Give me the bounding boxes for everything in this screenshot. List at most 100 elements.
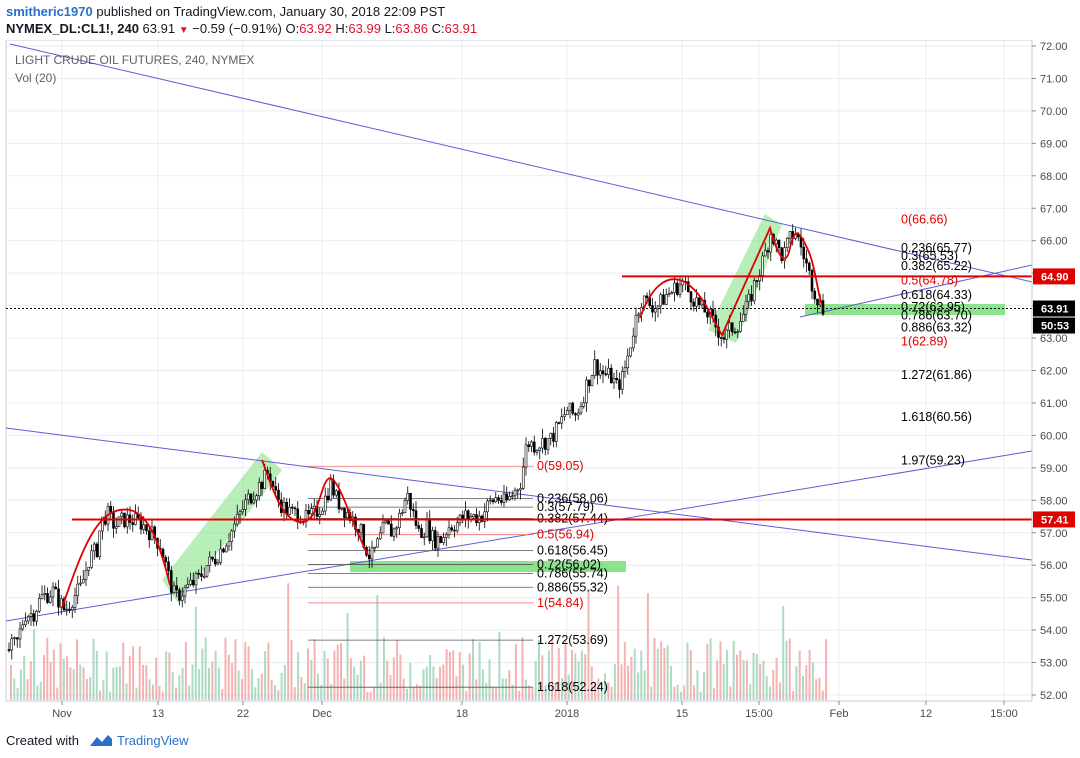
author-link[interactable]: smitheric1970 — [6, 4, 93, 19]
candle-up — [747, 293, 751, 302]
volume-bar — [435, 677, 438, 700]
candle-down — [706, 311, 709, 318]
price-chart[interactable]: 0(59.05)0.236(58.06)0.3(57.79)0.382(57.4… — [0, 40, 1080, 722]
volume-bar — [26, 679, 29, 700]
price-level-badge — [1033, 268, 1075, 285]
candle-down — [428, 519, 432, 542]
volume-bar — [795, 666, 798, 700]
price-level-badge-text: 57.41 — [1041, 514, 1069, 526]
candle-up — [593, 359, 597, 377]
candle-down — [722, 337, 726, 340]
volume-bar — [544, 684, 547, 700]
volume-bar — [49, 661, 52, 700]
candle-up — [406, 492, 410, 501]
volume-bar — [333, 650, 336, 700]
fib2-level-label: 0.886(63.32) — [901, 321, 972, 335]
volume-bar — [33, 629, 36, 700]
last-price: 63.91 — [142, 21, 176, 36]
candle-up — [384, 520, 388, 524]
pattern-curve — [261, 459, 369, 556]
volume-bar — [577, 661, 580, 700]
candle-up — [84, 570, 88, 580]
volume-bar — [792, 691, 795, 700]
volume-bar — [646, 593, 649, 700]
volume-bar — [379, 682, 382, 700]
chart-title: LIGHT CRUDE OIL FUTURES, 240, NYMEX — [15, 53, 254, 67]
candle-up — [186, 584, 190, 588]
candle-down — [260, 482, 264, 489]
volume-bar — [194, 606, 197, 700]
volume-bar — [231, 662, 234, 700]
volume-bar — [336, 644, 339, 700]
volume-bar — [699, 691, 702, 700]
candle-up — [673, 282, 676, 293]
candle-down — [686, 281, 690, 293]
candle-down — [596, 359, 599, 376]
volume-bar — [92, 638, 95, 700]
volume-bar — [13, 678, 16, 700]
volume-bar — [234, 639, 237, 700]
candle-up — [238, 511, 242, 515]
candle-down — [200, 573, 203, 577]
candle-down — [274, 486, 278, 491]
volume-bar — [538, 639, 540, 700]
candle-down — [777, 239, 781, 249]
y-tick-label: 61.00 — [1040, 398, 1068, 410]
candle-down — [139, 517, 143, 530]
volume-bar — [151, 684, 154, 700]
candle-up — [373, 546, 377, 549]
green-zones — [162, 214, 1005, 603]
y-tick-label: 52.00 — [1040, 690, 1068, 702]
candle-down — [164, 557, 168, 563]
candle-down — [557, 422, 561, 424]
candle-down — [810, 270, 814, 292]
x-tick-label: 13 — [152, 708, 164, 720]
candle-up — [483, 511, 487, 522]
candle-up — [563, 414, 566, 417]
candle-down — [766, 250, 770, 253]
candle-up — [739, 321, 742, 332]
volume-bar — [557, 648, 560, 700]
volume-bar — [818, 677, 821, 700]
fib2-level-label: 1.272(61.86) — [901, 368, 972, 382]
volume-bar — [531, 686, 534, 700]
volume-bar — [142, 664, 144, 700]
candle-up — [43, 593, 47, 595]
candle-up — [486, 500, 489, 513]
fib2-level-label: 0.5(64.78) — [901, 273, 958, 287]
fib2-level-label: 1.618(60.56) — [901, 410, 972, 424]
candle-down — [414, 510, 418, 526]
fib2-level-label: 0.618(64.33) — [901, 288, 972, 302]
candle-down — [574, 413, 577, 416]
candle-up — [378, 532, 382, 540]
candle-down — [420, 528, 423, 538]
volume-bar — [505, 678, 507, 700]
candle-down — [692, 301, 696, 307]
volume-bar — [72, 669, 75, 700]
y-tick-label: 56.00 — [1040, 560, 1068, 572]
close-label: C: — [431, 21, 445, 36]
tradingview-link[interactable]: TradingView — [117, 733, 189, 748]
y-tick-label: 66.00 — [1040, 236, 1068, 248]
candle-up — [79, 582, 82, 585]
candle-down — [689, 291, 693, 303]
pattern-curve — [639, 225, 823, 337]
candle-up — [582, 402, 586, 407]
candle-down — [249, 493, 253, 504]
candle-up — [120, 512, 124, 518]
candle-up — [202, 575, 206, 578]
candle-down — [337, 490, 341, 510]
candle-up — [90, 550, 93, 568]
candle-down — [290, 506, 294, 509]
countdown-badge — [1033, 317, 1075, 334]
volume-bar — [402, 678, 405, 700]
volume-bar — [432, 666, 435, 700]
volume-bar — [264, 651, 267, 700]
volume-bar — [10, 665, 12, 700]
volume-bar — [501, 678, 504, 700]
volume-bar — [722, 663, 725, 700]
volume-bar — [597, 678, 600, 700]
volume-bar — [811, 662, 814, 700]
volume-bar — [257, 678, 260, 700]
symbol-label[interactable]: NYMEX_DL:CL1!, 240 — [6, 21, 139, 36]
